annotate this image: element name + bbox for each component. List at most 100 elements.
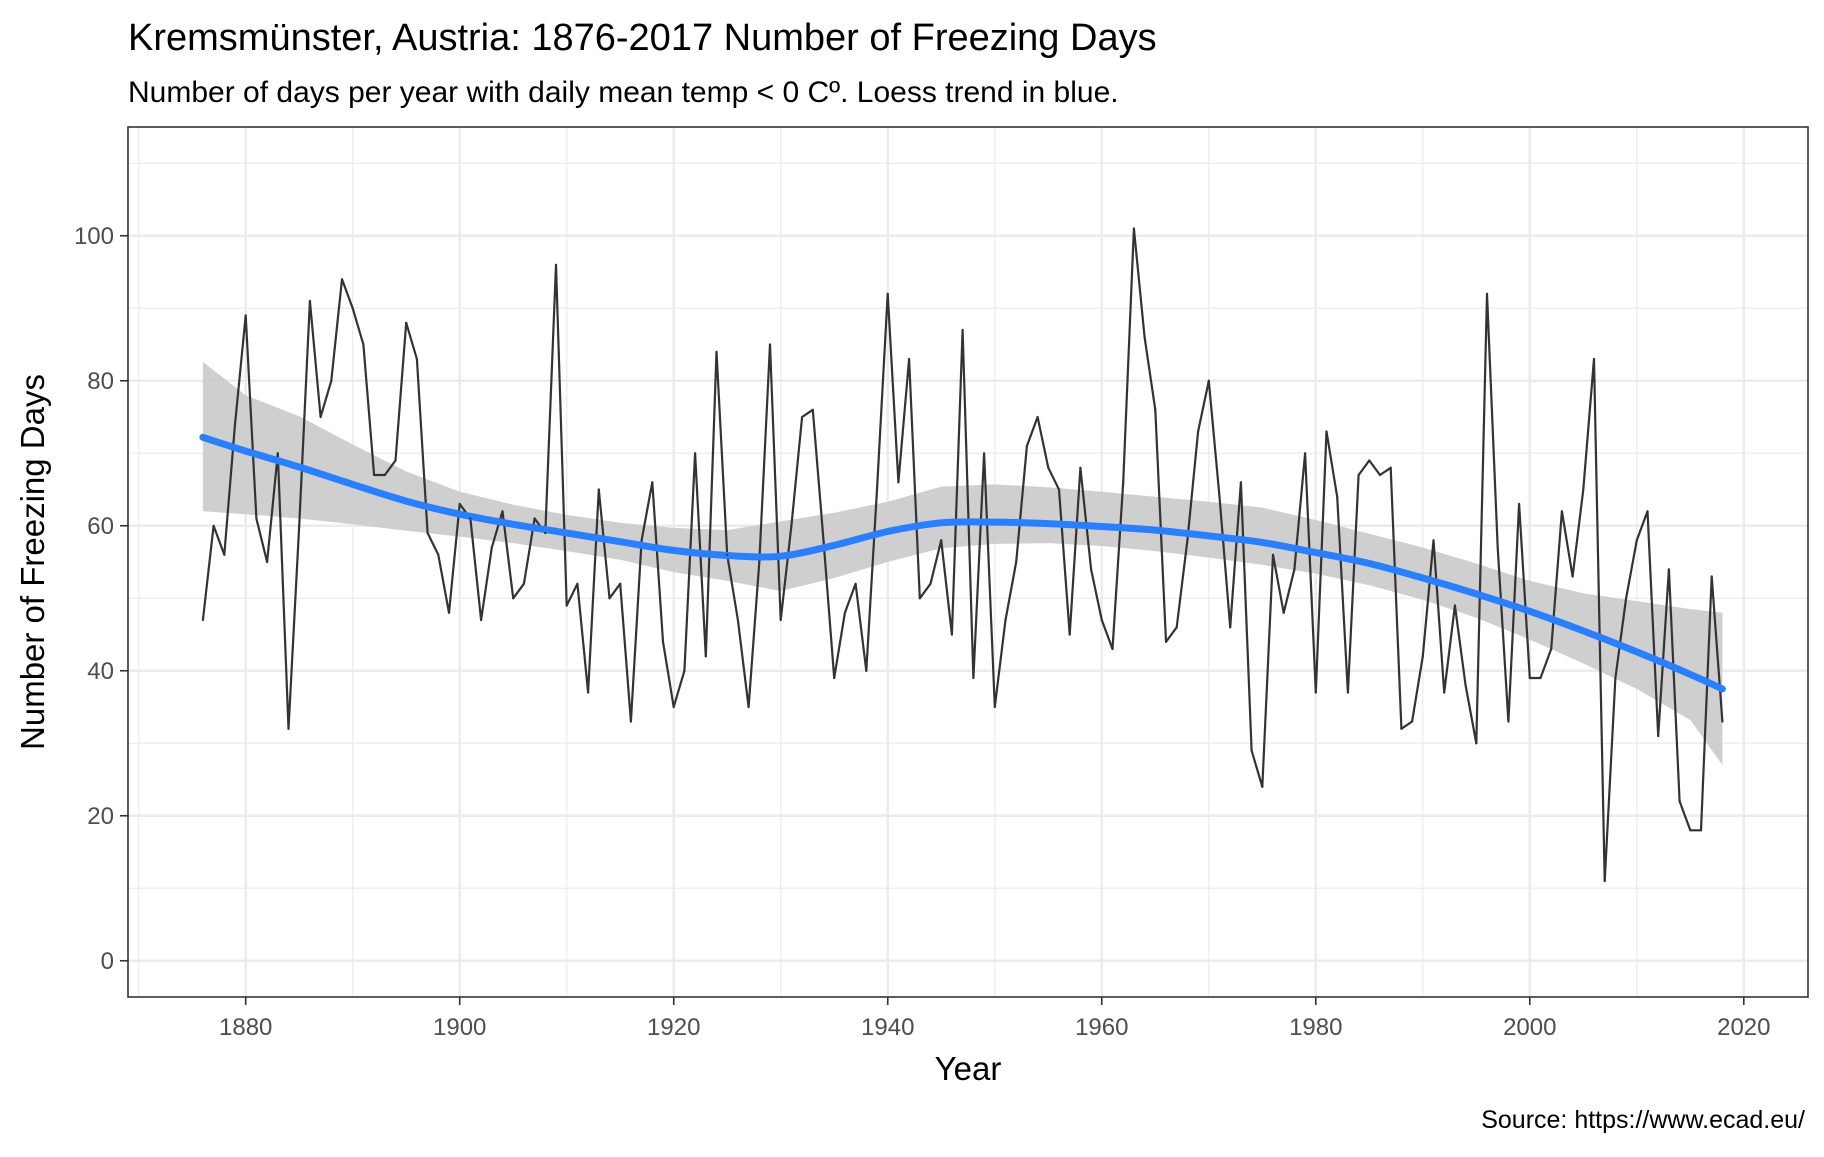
data-point <box>587 691 590 694</box>
data-point <box>1389 466 1392 469</box>
observed-data-points <box>201 227 1724 883</box>
data-point <box>918 597 921 600</box>
data-point <box>1603 879 1606 883</box>
data-point <box>1314 691 1317 694</box>
data-point <box>747 705 750 709</box>
data-point <box>629 720 633 723</box>
data-point <box>1421 655 1424 658</box>
data-point <box>1528 676 1531 680</box>
data-point <box>1229 626 1232 629</box>
data-point <box>875 488 879 491</box>
data-point <box>480 618 483 622</box>
x-tick-label: 1960 <box>1075 1014 1128 1041</box>
data-point <box>768 343 772 346</box>
data-point <box>1282 611 1285 614</box>
data-point <box>1560 510 1563 513</box>
data-point <box>1025 444 1028 448</box>
data-point <box>512 597 515 600</box>
data-point <box>1197 430 1200 433</box>
data-point <box>1699 829 1703 832</box>
data-point <box>1336 495 1339 498</box>
data-point <box>790 524 793 527</box>
data-point <box>726 553 729 556</box>
x-tick-label: 1980 <box>1289 1014 1342 1041</box>
x-tick-label: 2020 <box>1717 1014 1770 1041</box>
data-point <box>351 307 354 310</box>
confidence-band <box>202 361 1723 765</box>
data-point <box>1004 618 1007 622</box>
x-tick-label: 1940 <box>861 1014 914 1041</box>
data-point <box>1400 727 1403 730</box>
chart-caption: Source: https://www.ecad.eu/ <box>1481 1106 1805 1134</box>
data-point <box>1111 647 1114 651</box>
data-point <box>1368 459 1371 462</box>
data-point <box>1646 510 1649 513</box>
x-axis-title: Year <box>935 1050 1002 1087</box>
data-point <box>533 517 536 520</box>
data-point <box>715 350 718 353</box>
data-point <box>1304 452 1307 455</box>
panel-border <box>127 126 1809 998</box>
data-point <box>373 473 376 477</box>
data-point <box>694 452 697 455</box>
data-point <box>811 408 814 411</box>
data-point <box>554 263 558 266</box>
data-point <box>458 502 461 506</box>
data-point <box>950 633 954 636</box>
data-point <box>779 618 782 622</box>
y-tick-label: 0 <box>101 948 114 975</box>
data-point <box>244 314 247 317</box>
data-point <box>1411 720 1414 723</box>
data-point <box>1657 734 1660 738</box>
data-point <box>801 415 804 419</box>
data-point <box>1325 430 1328 433</box>
data-point <box>1057 488 1061 491</box>
data-point <box>383 473 386 477</box>
data-point <box>1239 481 1242 484</box>
data-point <box>1496 546 1499 549</box>
data-point <box>736 618 740 622</box>
plot-panel <box>128 127 1808 997</box>
data-point <box>1550 647 1553 651</box>
data-point <box>1218 495 1221 498</box>
data-point <box>929 582 932 585</box>
data-point <box>833 676 836 680</box>
data-point <box>940 539 943 542</box>
data-point <box>1721 720 1724 723</box>
data-point <box>993 705 996 709</box>
data-point <box>854 582 857 585</box>
data-point <box>1592 357 1596 361</box>
data-point <box>1518 502 1521 506</box>
data-point <box>1678 800 1681 803</box>
data-point <box>843 611 847 614</box>
x-tick-label: 1900 <box>433 1014 486 1041</box>
data-point <box>865 669 868 672</box>
data-point <box>1346 691 1349 694</box>
data-point <box>1635 539 1638 542</box>
data-point <box>415 357 418 361</box>
data-point <box>1625 597 1628 600</box>
data-point <box>1068 633 1071 636</box>
data-point <box>426 531 429 535</box>
data-point <box>1453 604 1456 607</box>
data-point <box>1432 539 1435 542</box>
data-point <box>1207 379 1210 382</box>
data-point <box>1485 292 1489 295</box>
data-point <box>1090 568 1093 571</box>
data-point <box>1571 575 1574 578</box>
loess-trend-line <box>199 433 1726 693</box>
data-point <box>308 299 311 303</box>
y-tick-label: 80 <box>87 368 114 395</box>
data-point <box>651 481 654 484</box>
data-point <box>565 604 568 607</box>
data-point <box>1175 626 1178 629</box>
data-point <box>287 727 290 730</box>
data-point <box>362 343 365 346</box>
data-point <box>576 582 579 585</box>
data-point <box>1464 684 1467 687</box>
data-point <box>201 618 204 622</box>
data-point <box>1122 481 1125 484</box>
data-point <box>1293 568 1296 571</box>
data-point <box>1582 488 1585 491</box>
